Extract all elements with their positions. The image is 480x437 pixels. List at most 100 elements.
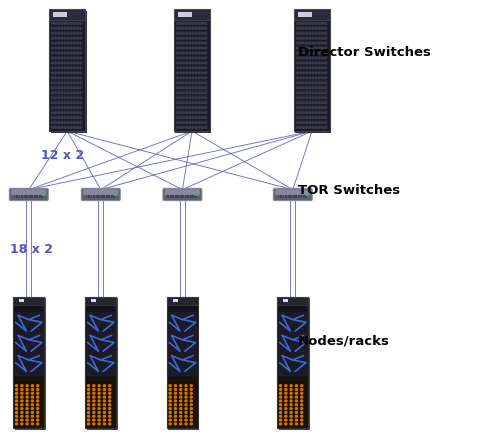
Circle shape [61, 127, 63, 128]
Circle shape [322, 112, 323, 114]
Circle shape [318, 107, 320, 109]
Circle shape [177, 48, 178, 49]
Circle shape [306, 107, 308, 109]
Circle shape [71, 77, 72, 79]
Circle shape [312, 52, 314, 54]
Circle shape [36, 423, 39, 425]
Bar [51, 66, 84, 69]
Circle shape [183, 23, 184, 24]
Circle shape [198, 87, 200, 89]
Bar [26, 194, 28, 198]
Bar [178, 12, 192, 17]
Circle shape [61, 48, 63, 49]
Circle shape [312, 67, 314, 69]
Circle shape [52, 122, 53, 124]
Bar [305, 194, 307, 198]
Bar [51, 101, 84, 104]
Circle shape [103, 385, 106, 387]
Circle shape [55, 117, 57, 118]
Circle shape [315, 107, 317, 109]
Circle shape [204, 102, 206, 104]
Circle shape [67, 92, 69, 94]
Circle shape [64, 23, 66, 24]
Circle shape [61, 122, 63, 124]
Circle shape [58, 107, 60, 109]
Circle shape [64, 127, 66, 128]
Bar [91, 299, 96, 302]
Circle shape [58, 67, 60, 69]
Circle shape [204, 28, 206, 29]
Bar [13, 194, 15, 198]
Bar [111, 194, 113, 198]
Circle shape [303, 62, 304, 64]
Circle shape [324, 57, 326, 59]
FancyBboxPatch shape [165, 189, 200, 195]
Circle shape [64, 122, 66, 124]
Circle shape [189, 38, 191, 39]
Circle shape [55, 42, 57, 44]
Circle shape [180, 415, 182, 417]
Bar [176, 70, 208, 74]
Circle shape [77, 57, 78, 59]
Circle shape [315, 42, 317, 44]
Circle shape [198, 28, 200, 29]
Circle shape [180, 32, 181, 34]
Circle shape [103, 388, 106, 390]
Circle shape [64, 92, 66, 94]
Circle shape [204, 97, 206, 99]
Circle shape [52, 92, 53, 94]
Circle shape [180, 57, 181, 59]
Circle shape [189, 62, 191, 64]
Circle shape [186, 28, 188, 29]
Bar [285, 194, 287, 198]
Circle shape [318, 97, 320, 99]
Bar [19, 194, 21, 198]
Circle shape [80, 62, 82, 64]
Circle shape [315, 57, 317, 59]
Circle shape [73, 107, 75, 109]
Bar [51, 36, 84, 39]
Circle shape [189, 112, 191, 114]
Bar [34, 194, 36, 198]
Circle shape [192, 92, 194, 94]
Circle shape [87, 388, 90, 390]
Bar [178, 194, 179, 198]
Bar [296, 61, 328, 64]
Circle shape [15, 388, 18, 390]
Circle shape [297, 92, 298, 94]
Bar [168, 298, 200, 430]
Circle shape [309, 117, 311, 118]
Circle shape [322, 42, 323, 44]
Circle shape [77, 62, 78, 64]
Circle shape [322, 107, 323, 109]
Circle shape [180, 396, 182, 398]
Circle shape [309, 42, 311, 44]
Circle shape [204, 122, 206, 124]
Bar [175, 194, 177, 198]
Circle shape [309, 57, 311, 59]
Circle shape [312, 72, 314, 74]
Circle shape [279, 415, 282, 417]
Circle shape [312, 92, 314, 94]
Circle shape [279, 385, 282, 387]
Circle shape [180, 419, 182, 421]
Circle shape [186, 72, 188, 74]
Bar [101, 194, 103, 198]
Circle shape [71, 67, 72, 69]
Circle shape [190, 415, 192, 417]
Bar [49, 9, 85, 20]
Circle shape [31, 392, 34, 394]
Bar [36, 194, 38, 198]
Circle shape [195, 38, 197, 39]
Circle shape [58, 42, 60, 44]
Circle shape [279, 400, 282, 402]
Circle shape [318, 32, 320, 34]
Circle shape [180, 52, 181, 54]
Circle shape [318, 87, 320, 89]
Circle shape [177, 112, 178, 114]
Circle shape [195, 97, 197, 99]
Circle shape [297, 122, 298, 124]
Circle shape [103, 419, 106, 421]
Circle shape [309, 82, 311, 84]
Circle shape [80, 52, 82, 54]
